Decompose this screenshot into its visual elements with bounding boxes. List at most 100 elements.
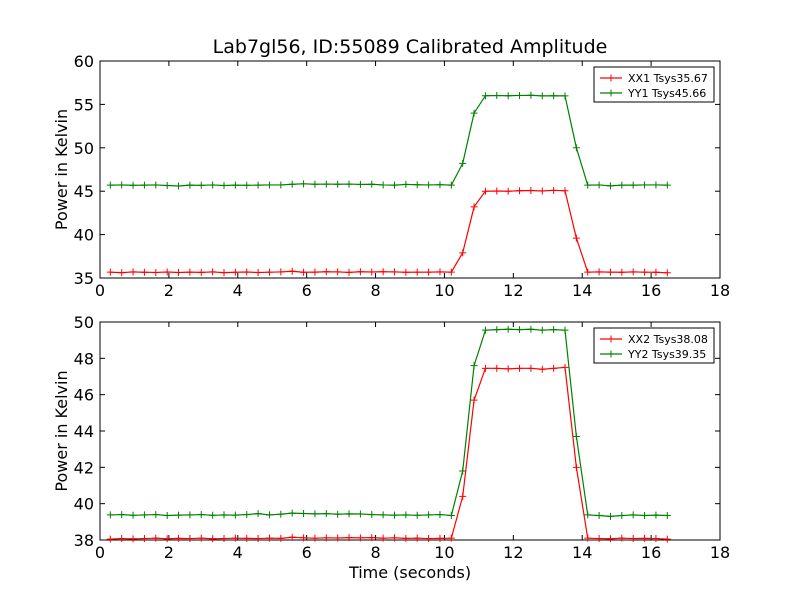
data-point — [402, 534, 410, 542]
data-point — [527, 91, 535, 99]
data-point — [300, 268, 308, 276]
data-point — [663, 269, 671, 277]
data-point — [413, 268, 421, 276]
data-point — [436, 268, 444, 276]
data-point — [220, 511, 228, 519]
data-point — [140, 535, 148, 543]
data-point — [175, 511, 183, 519]
data-point — [629, 268, 637, 276]
data-point — [129, 181, 137, 189]
y-tick-label: 48 — [74, 349, 94, 368]
data-point — [550, 92, 558, 100]
data-point — [425, 511, 433, 519]
data-point — [243, 268, 251, 276]
data-point — [197, 511, 205, 519]
x-tick-label: 6 — [302, 543, 312, 562]
data-point — [231, 181, 239, 189]
data-point — [425, 535, 433, 543]
data-point — [504, 325, 512, 333]
data-point — [572, 432, 580, 440]
data-point — [493, 92, 501, 100]
series-1 — [106, 186, 671, 277]
data-point — [527, 364, 535, 372]
data-point — [470, 109, 478, 117]
data-point — [277, 534, 285, 542]
data-point — [311, 510, 319, 518]
data-point — [186, 511, 194, 519]
data-point — [550, 364, 558, 372]
data-point — [345, 180, 353, 188]
data-point — [152, 268, 160, 276]
data-point — [606, 268, 614, 276]
data-point — [243, 181, 251, 189]
legend: XX1 Tsys35.67 YY1 Tsys45.66 — [593, 66, 715, 103]
data-point — [345, 534, 353, 542]
data-point — [163, 268, 171, 276]
x-tick-label: 4 — [233, 281, 243, 300]
y-tick-label: 40 — [74, 226, 94, 245]
data-point — [220, 269, 228, 277]
x-tick-label: 4 — [233, 543, 243, 562]
data-point — [129, 511, 137, 519]
data-point — [606, 512, 614, 520]
data-point — [436, 511, 444, 519]
data-point — [538, 92, 546, 100]
data-point — [106, 268, 114, 276]
data-point — [527, 325, 535, 333]
data-point — [481, 364, 489, 372]
data-point — [652, 181, 660, 189]
data-point — [163, 181, 171, 189]
data-point — [197, 534, 205, 542]
data-point — [436, 181, 444, 189]
data-point — [641, 511, 649, 519]
data-point — [334, 268, 342, 276]
x-tick-label: 16 — [641, 281, 661, 300]
data-point — [379, 181, 387, 189]
data-point — [391, 268, 398, 276]
data-point — [481, 326, 489, 334]
data-point — [277, 181, 285, 189]
data-point — [106, 181, 114, 189]
data-point — [152, 511, 160, 519]
data-point — [595, 181, 603, 189]
data-point — [493, 187, 501, 195]
x-tick-label: 8 — [370, 281, 380, 300]
x-tick-label: 14 — [572, 543, 592, 562]
y-tick-label: 35 — [74, 269, 94, 288]
data-point — [652, 511, 660, 519]
data-point — [652, 268, 660, 276]
data-point — [175, 269, 183, 277]
series-3 — [106, 363, 671, 543]
y-tick-label: 44 — [74, 422, 94, 441]
data-point — [584, 181, 592, 189]
data-point — [504, 92, 512, 100]
data-point — [538, 187, 546, 195]
legend-frame — [593, 327, 715, 364]
x-tick-label: 0 — [95, 281, 105, 300]
data-point — [606, 182, 614, 190]
data-point — [641, 534, 649, 542]
y-tick-label: 60 — [74, 52, 94, 71]
y-axis-label: Power in Kelvin — [52, 109, 71, 230]
y-tick-label: 38 — [74, 531, 94, 550]
data-point — [641, 268, 649, 276]
data-point — [493, 364, 501, 372]
x-tick-label: 18 — [710, 281, 730, 300]
data-point — [641, 181, 649, 189]
data-point — [197, 268, 205, 276]
data-point — [447, 181, 455, 189]
data-point — [572, 463, 580, 471]
data-point — [459, 249, 467, 257]
data-point — [379, 511, 387, 519]
data-point — [311, 268, 319, 276]
data-point — [663, 181, 671, 189]
data-point — [265, 511, 273, 519]
data-point — [561, 92, 569, 100]
series-2 — [106, 91, 671, 190]
data-point — [140, 268, 148, 276]
data-point — [118, 181, 126, 189]
data-point — [618, 534, 626, 542]
data-point — [402, 268, 410, 276]
data-point — [629, 535, 637, 543]
data-point — [277, 268, 285, 276]
